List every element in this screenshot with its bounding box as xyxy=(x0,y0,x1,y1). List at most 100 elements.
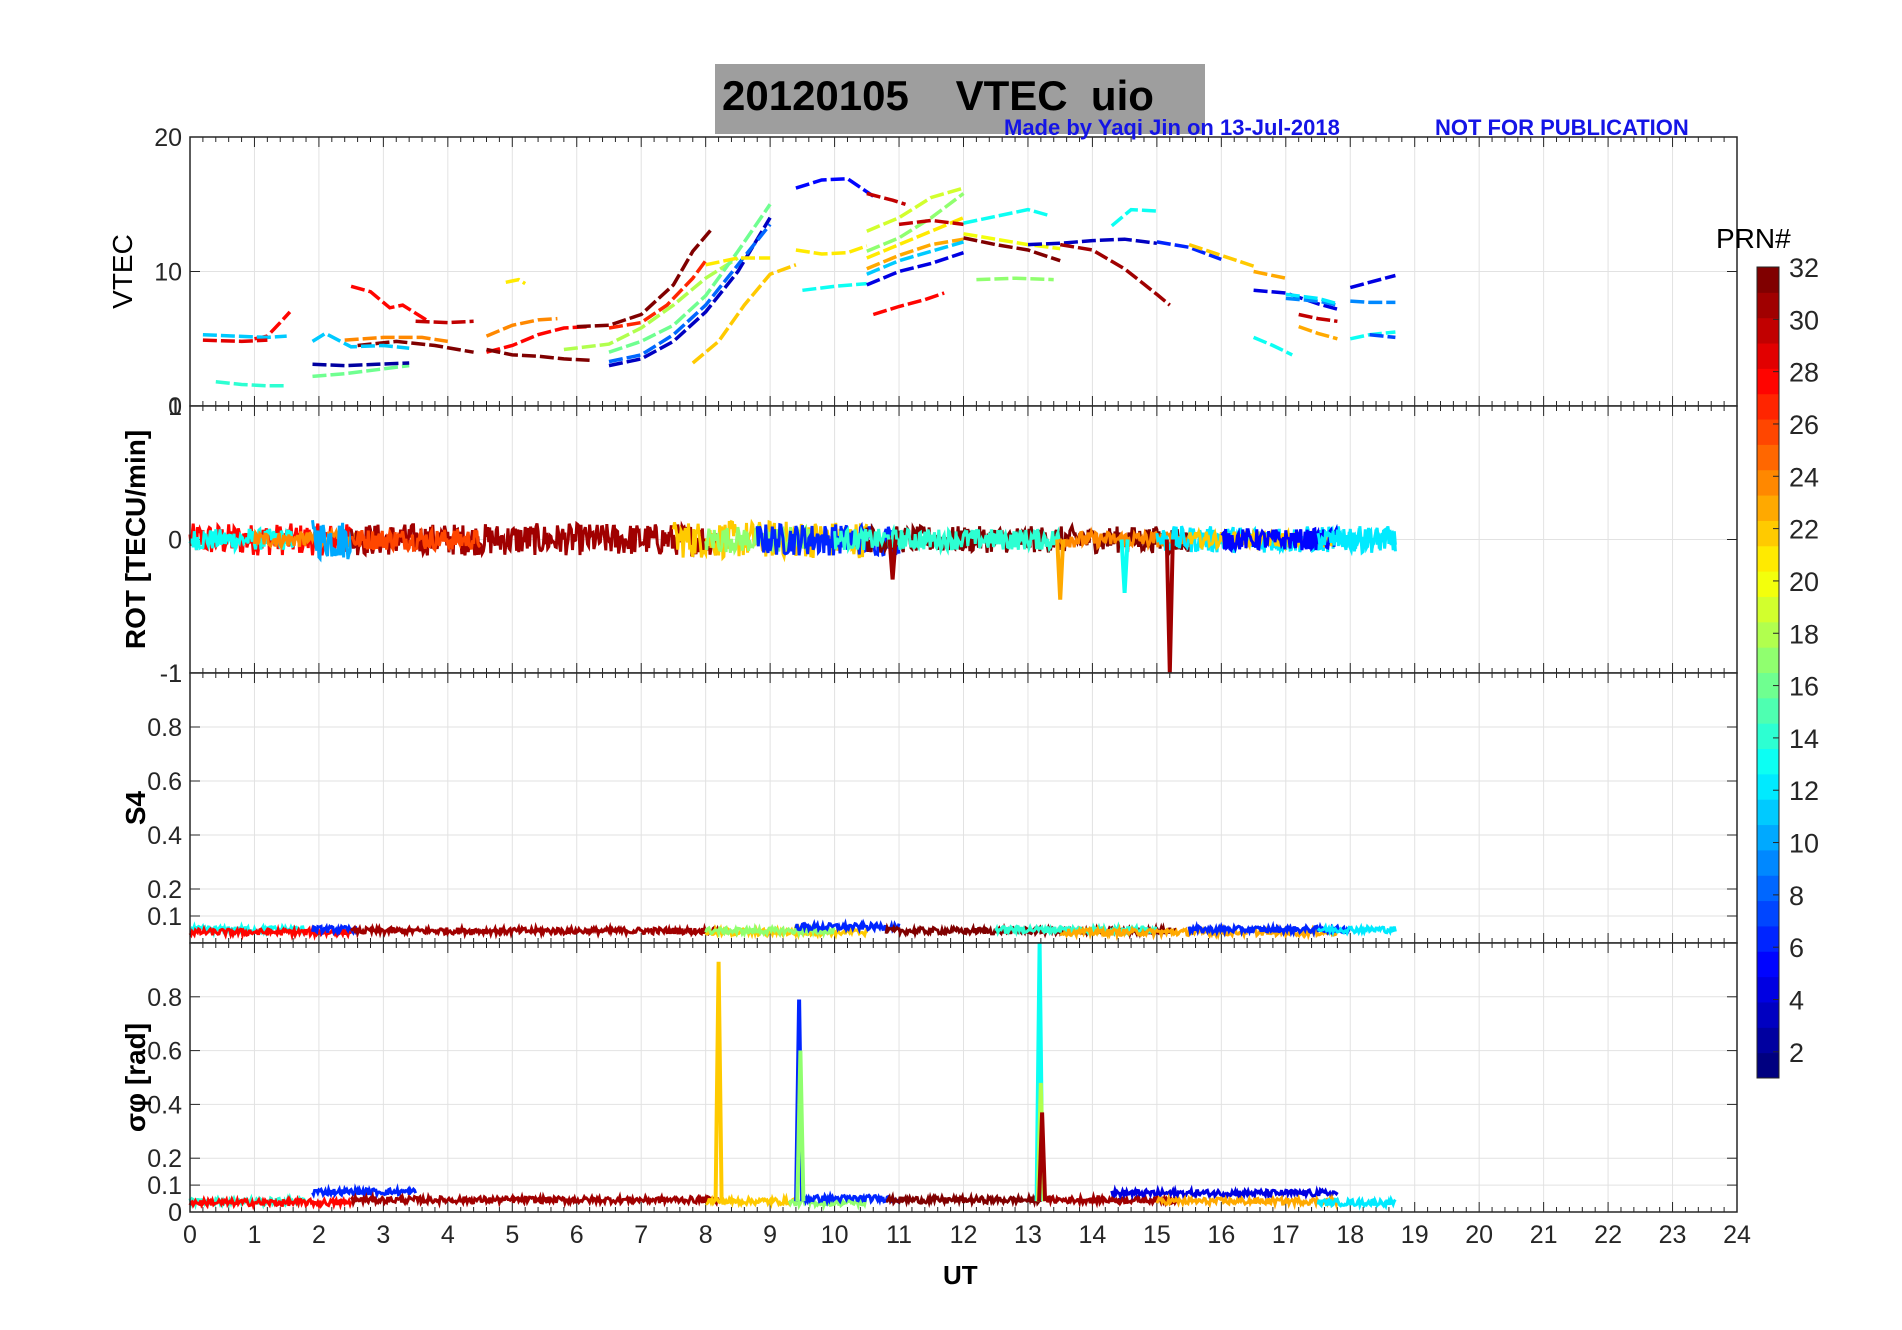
colorbar-segment xyxy=(1757,444,1779,471)
x-tick-label: 4 xyxy=(441,1221,455,1249)
s4-series-prn-6 xyxy=(311,922,359,937)
colorbar-segment xyxy=(1757,697,1779,724)
vtec-series-prn-11 xyxy=(202,332,287,340)
vtec-series-prn-23 xyxy=(1298,324,1338,341)
colorbar-segment xyxy=(1757,621,1779,648)
vtec-series-prn-30 xyxy=(1298,312,1338,324)
vtec-series-prn-11 xyxy=(866,240,964,276)
colorbar-segment xyxy=(1757,1027,1779,1054)
x-tick-label: 20 xyxy=(1465,1221,1493,1249)
rot-series-prn-12 xyxy=(1316,526,1397,551)
colorbar-segment xyxy=(1757,976,1779,1003)
vtec-series-prn-3 xyxy=(1027,237,1158,247)
colorbar-segment xyxy=(1757,875,1779,902)
title-background xyxy=(715,64,1205,134)
colorbar-tick-label: 16 xyxy=(1789,672,1819,702)
colorbar-tick-label: 30 xyxy=(1789,305,1819,335)
colorbar-segment xyxy=(1757,343,1779,369)
vtec-series-prn-32 xyxy=(963,236,1061,263)
vtec-series-prn-28 xyxy=(350,284,430,323)
credit-note: Made by Yaqi Jin on 13-Jul-2018 xyxy=(1004,115,1340,140)
colorbar-segment xyxy=(1757,849,1779,876)
vtec-series-prn-13 xyxy=(963,207,1048,225)
colorbar-tick-label: 32 xyxy=(1789,253,1819,283)
x-tick-label: 7 xyxy=(634,1221,648,1249)
sigma-phi-series-prn-6 xyxy=(311,1183,418,1200)
vtec-series-prn-30 xyxy=(898,218,964,227)
y-tick-label: 0.6 xyxy=(147,768,182,796)
s4-series-prn-28 xyxy=(188,923,353,941)
colorbar-segment xyxy=(1757,495,1779,521)
colorbar-segment xyxy=(1757,520,1779,547)
spike-prn-31 xyxy=(1037,1112,1048,1202)
colorbar-tick-label: 12 xyxy=(1789,776,1819,806)
sigma-phi-series-prn-31 xyxy=(1045,1190,1178,1209)
spike-prn-17 xyxy=(795,1050,806,1202)
vtec-series-prn-4 xyxy=(1349,273,1396,290)
vtec-series-prn-13 xyxy=(1110,207,1157,228)
colorbar-tick-label: 24 xyxy=(1789,462,1819,492)
vtec-series-prn-28 xyxy=(872,291,945,317)
vtec-series-prn-9 xyxy=(1350,299,1396,305)
vtec-series-prn-17 xyxy=(976,276,1054,282)
vtec-series-prn-21 xyxy=(505,277,527,286)
panel-3-frame xyxy=(189,942,1738,1213)
y-tick-label: 0.2 xyxy=(147,876,182,904)
x-tick-label: 1 xyxy=(248,1221,262,1249)
vtec-series-prn-2 xyxy=(312,361,410,368)
vtec-series-prn-4 xyxy=(1253,288,1338,311)
colorbar-segment xyxy=(1757,748,1779,775)
colorbar-tick-label: 10 xyxy=(1789,829,1819,859)
x-tick-label: 5 xyxy=(505,1221,519,1249)
vtec-series-prn-22 xyxy=(1188,242,1255,268)
s4-series-prn-31 xyxy=(349,921,721,940)
vtec-series-prn-17 xyxy=(866,192,965,253)
colorbar-tick-label: 26 xyxy=(1789,410,1819,440)
vtec-series-prn-16 xyxy=(608,203,772,354)
title-date: 20120105 xyxy=(722,72,909,119)
vtec-series-prn-20 xyxy=(963,232,1061,251)
vtec-series-prn-27 xyxy=(608,259,708,330)
colorbar-tick-label: 28 xyxy=(1789,358,1819,388)
vtec-series-prn-13 xyxy=(1252,335,1293,357)
vtec-series-prn-23 xyxy=(866,237,964,271)
vtec-series-prn-4 xyxy=(866,251,965,287)
rot-series-prn-10 xyxy=(311,520,353,563)
y-tick-label: 0.4 xyxy=(147,1091,182,1119)
y-axis-label-panel-3: σφ [rad] xyxy=(120,1023,151,1132)
x-tick-label: 15 xyxy=(1143,1221,1171,1249)
vtec-series-prn-30 xyxy=(866,191,907,206)
vtec-series-prn-7 xyxy=(1369,332,1396,340)
rot-series-prn-31 xyxy=(349,520,720,559)
rot-series-prn-26 xyxy=(350,524,482,554)
vtec-series-prn-21 xyxy=(705,256,771,267)
x-tick-label: 12 xyxy=(950,1221,978,1249)
y-tick-label: -1 xyxy=(160,660,182,688)
y-tick-label: 0.8 xyxy=(147,714,182,742)
x-tick-label: 8 xyxy=(699,1221,713,1249)
vtec-series-prn-6 xyxy=(1156,240,1222,262)
vtec-series-prn-29 xyxy=(202,338,268,344)
y-axis-label-panel-0: VTEC xyxy=(107,234,138,309)
sigma-phi-series-prn-32 xyxy=(885,1191,1043,1209)
vtec-series-prn-32 xyxy=(357,339,474,354)
colorbar-segment xyxy=(1757,824,1779,851)
vtec-series-prn-14 xyxy=(215,380,287,388)
y-tick-label: 20 xyxy=(154,124,182,152)
s4-series-prn-17 xyxy=(704,922,836,939)
title-label: VTEC xyxy=(955,72,1068,119)
colorbar-segment xyxy=(1757,292,1779,319)
y-tick-label: 0.6 xyxy=(147,1038,182,1066)
y-tick-label: 0.4 xyxy=(147,822,182,850)
sigma-phi-series-prn-4 xyxy=(1110,1184,1339,1202)
colorbar-tick-label: 14 xyxy=(1789,724,1819,754)
colorbar-segment xyxy=(1757,393,1779,420)
sigma-phi-series-prn-28 xyxy=(188,1194,353,1211)
colorbar-segment xyxy=(1757,647,1779,673)
vtec-series-prn-11 xyxy=(311,331,410,350)
sigma-phi-series-prn-31 xyxy=(349,1190,721,1209)
y-tick-label: 10 xyxy=(154,259,182,287)
colorbar-tick-label: 22 xyxy=(1789,515,1819,545)
vtec-series-prn-31 xyxy=(1059,242,1171,307)
colorbar-segment xyxy=(1757,419,1779,445)
